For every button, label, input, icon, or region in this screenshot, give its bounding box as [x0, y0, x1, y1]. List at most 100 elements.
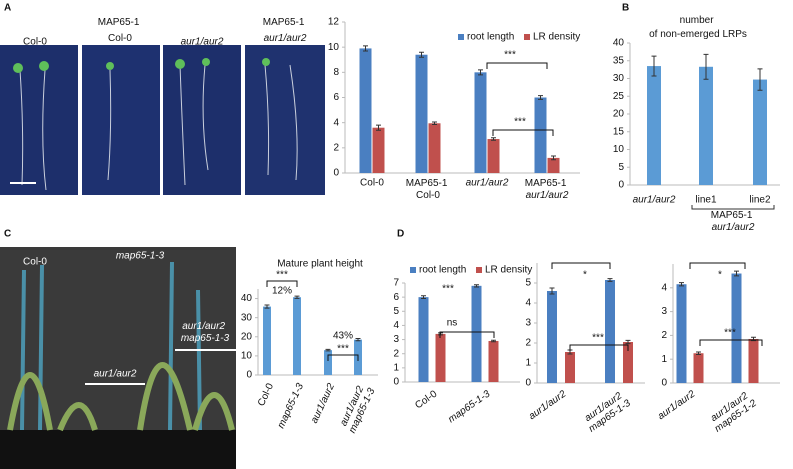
error-bar: [355, 337, 361, 342]
group-bracket: [691, 205, 775, 210]
x-tick-label: line2: [749, 195, 771, 206]
bar: [487, 139, 500, 173]
error-bar: [421, 295, 426, 300]
error-bar: [679, 282, 684, 287]
error-bar: [419, 51, 424, 58]
x-tick-label: aur1/aur2 map65-1-2: [706, 388, 759, 434]
annotation: ***: [442, 284, 454, 295]
legend-swatch: [458, 34, 464, 40]
y-tick-label: 15: [613, 126, 625, 137]
error-bar: [549, 287, 555, 295]
error-bar: [376, 124, 381, 131]
y-tick-label: 10: [328, 42, 340, 53]
annotation: 12%: [272, 286, 292, 297]
y-tick-label: 5: [618, 162, 624, 173]
y-tick-label: 4: [393, 320, 399, 331]
y-tick-label: 30: [241, 312, 253, 323]
significance-bracket: [266, 280, 298, 287]
y-tick-label: 5: [525, 278, 531, 289]
bar: [488, 340, 499, 382]
bar: [693, 353, 704, 383]
bar: [534, 97, 547, 173]
y-tick-label: 12: [328, 17, 340, 28]
photo-label: map65-1-3: [116, 251, 165, 262]
bar: [699, 66, 713, 185]
y-tick-label: 0: [618, 180, 624, 191]
bar: [647, 66, 661, 185]
significance-bracket: [689, 262, 746, 269]
bar: [547, 157, 560, 173]
x-tick-label: Col-0: [360, 178, 384, 189]
y-tick-label: 7: [393, 278, 399, 289]
y-tick-label: 2: [393, 348, 399, 359]
bar: [547, 291, 557, 383]
annotation: ***: [724, 328, 736, 339]
bar: [324, 350, 332, 375]
photo-label: MAP65-1 aur1/aur2: [263, 17, 307, 44]
photo-label: MAP65-1 Col-0: [98, 17, 142, 44]
error-bar: [651, 55, 657, 77]
y-tick-label: 0: [661, 378, 667, 389]
error-bar: [363, 45, 368, 52]
bar: [623, 342, 633, 383]
bar: [435, 333, 446, 382]
x-tick-label: MAP65-1 Col-0: [406, 178, 450, 201]
x-tick-label: Col-0: [413, 388, 439, 411]
y-tick-label: 10: [613, 144, 625, 155]
error-bar: [734, 270, 739, 277]
y-tick-label: 5: [393, 306, 399, 317]
x-tick-label: aur1/aur2: [656, 388, 698, 422]
annotation: *: [718, 270, 722, 281]
error-bar: [538, 95, 543, 100]
bar: [676, 284, 687, 383]
photo-label: aur1/aur2 map65-1-3: [181, 321, 230, 344]
x-tick-label: aur1/aur2 map65-1-3: [580, 388, 633, 434]
error-bar: [696, 351, 701, 355]
error-bar: [264, 304, 270, 309]
photo-label: Col-0: [23, 257, 47, 268]
x-tick-label: map65-1-3: [446, 388, 492, 425]
group-label: MAP65-1 aur1/aur2: [711, 210, 755, 233]
legend-swatch: [524, 34, 530, 40]
photo-label: Col-0: [23, 37, 47, 48]
annotation: ***: [514, 117, 526, 128]
y-tick-label: 10: [241, 351, 253, 362]
panel-letter: D: [397, 229, 404, 240]
chart-title: number of non-emerged LRPs: [649, 15, 747, 40]
y-tick-label: 1: [525, 358, 531, 369]
bar: [471, 285, 482, 382]
significance-bracket: [439, 331, 495, 338]
y-tick-label: 0: [246, 370, 252, 381]
y-tick-label: 1: [661, 354, 667, 365]
x-tick-label: Col-0: [256, 381, 276, 408]
x-tick-label: aur1/aur2: [633, 195, 676, 206]
annotation: ns: [447, 318, 458, 329]
significance-bracket: [569, 344, 629, 351]
y-tick-label: 4: [333, 117, 339, 128]
photo-label: aur1/aur2: [181, 37, 224, 48]
panel-letter: C: [4, 229, 11, 240]
y-tick-label: 4: [661, 282, 667, 293]
error-bar: [625, 339, 631, 345]
error-bar: [432, 121, 437, 126]
x-tick-label: aur1/aur2: [309, 381, 337, 425]
x-tick-label: map65-1-3: [276, 381, 307, 430]
y-tick-label: 35: [613, 55, 625, 66]
bar: [748, 338, 759, 383]
y-tick-label: 2: [333, 142, 339, 153]
bar: [731, 273, 742, 383]
panel-letter: A: [4, 3, 11, 14]
bar: [418, 297, 429, 382]
y-tick-label: 6: [333, 92, 339, 103]
bar: [753, 79, 767, 185]
error-bar: [491, 137, 496, 141]
bar: [293, 297, 301, 375]
photo-c: [0, 247, 236, 469]
bar: [565, 352, 575, 383]
significance-bracket: [486, 62, 548, 69]
y-tick-label: 40: [241, 293, 253, 304]
y-tick-label: 2: [525, 338, 531, 349]
bar: [415, 54, 428, 173]
significance-bracket: [551, 262, 611, 269]
